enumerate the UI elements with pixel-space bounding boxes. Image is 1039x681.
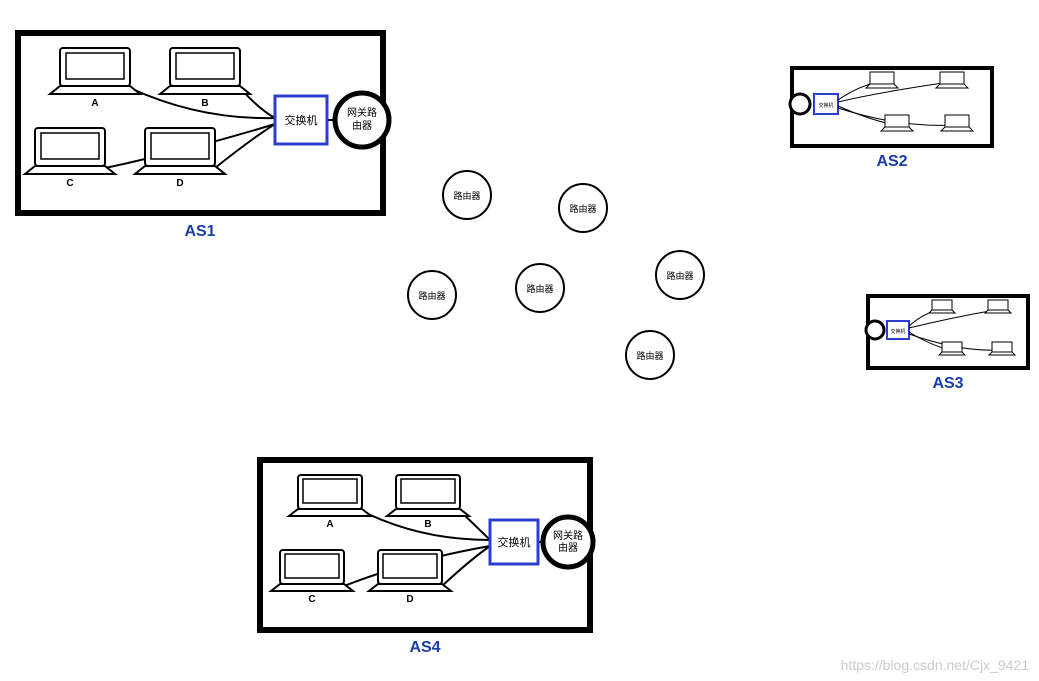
switch-label: 交换机 [285, 113, 318, 127]
host-label-A: A [326, 519, 333, 530]
switch-label: 交换机 [498, 535, 531, 549]
router-node: 路由器 [656, 251, 704, 299]
diagram-canvas: A B C D 交换机 网关路 由器 [0, 0, 1039, 681]
router-node: 路由器 [408, 271, 456, 319]
as2-label: AS2 [876, 153, 907, 170]
svg-text:路由器: 路由器 [636, 350, 663, 361]
router-node: 路由器 [516, 264, 564, 312]
tiny-laptop [941, 115, 973, 131]
host-B: B [160, 48, 250, 109]
host-A: A [50, 48, 140, 109]
host-D: D [135, 128, 225, 189]
tiny-laptop [929, 300, 955, 313]
as1-gateway: 网关路 由器 [335, 93, 389, 147]
as1-group: A B C D 交换机 网关路 由器 [18, 33, 389, 240]
as1-label: AS1 [184, 223, 215, 240]
svg-text:路由器: 路由器 [453, 190, 480, 201]
as4-switch: 交换机 [490, 520, 538, 564]
watermark-text: https://blog.csdn.net/Cjx_9421 [841, 657, 1029, 673]
host-C: C [25, 128, 115, 189]
tiny-laptop [985, 300, 1011, 313]
gateway-label-line1: 网关路 [553, 529, 583, 542]
host-label-C: C [308, 594, 315, 605]
gateway-label-line2: 由器 [558, 541, 578, 554]
router-node: 路由器 [559, 184, 607, 232]
as3-group: 交换机 AS3 [866, 296, 1028, 392]
host-B-as4: B [387, 475, 469, 530]
core-routers: 路由器 路由器 路由器 路由器 路由器 路由器 [408, 171, 704, 379]
router-node: 路由器 [626, 331, 674, 379]
host-label-A: A [91, 98, 98, 109]
svg-text:路由器: 路由器 [569, 203, 596, 214]
as2-group: 交换机 AS2 [790, 68, 992, 170]
as3-switch-label: 交换机 [890, 328, 905, 335]
as4-gateway: 网关路 由器 [543, 517, 593, 567]
host-label-B: B [201, 98, 208, 109]
as2-switch-label: 交换机 [818, 102, 833, 109]
as4-label: AS4 [409, 639, 440, 656]
gateway-label-line1: 网关路 [347, 106, 377, 119]
host-label-D: D [176, 178, 183, 189]
as2-gateway [790, 94, 810, 114]
host-label-C: C [66, 178, 73, 189]
cable [215, 124, 275, 168]
tiny-laptop [939, 342, 965, 355]
host-label-D: D [406, 594, 413, 605]
as3-gateway [866, 321, 884, 339]
tiny-laptop [866, 72, 898, 88]
host-label-B: B [424, 519, 431, 530]
cable [442, 546, 490, 586]
svg-text:路由器: 路由器 [418, 290, 445, 301]
svg-text:路由器: 路由器 [666, 270, 693, 281]
as3-label: AS3 [932, 375, 963, 392]
tiny-laptop [881, 115, 913, 131]
host-A-as4: A [289, 475, 371, 530]
router-node: 路由器 [443, 171, 491, 219]
as1-switch: 交换机 [275, 96, 327, 144]
svg-text:路由器: 路由器 [526, 283, 553, 294]
as4-group: A B C D 交换机 网关路 由器 AS4 [260, 460, 593, 656]
host-D-as4: D [369, 550, 451, 605]
tiny-laptop [936, 72, 968, 88]
host-C-as4: C [271, 550, 353, 605]
gateway-label-line2: 由器 [352, 119, 372, 132]
tiny-laptop [989, 342, 1015, 355]
